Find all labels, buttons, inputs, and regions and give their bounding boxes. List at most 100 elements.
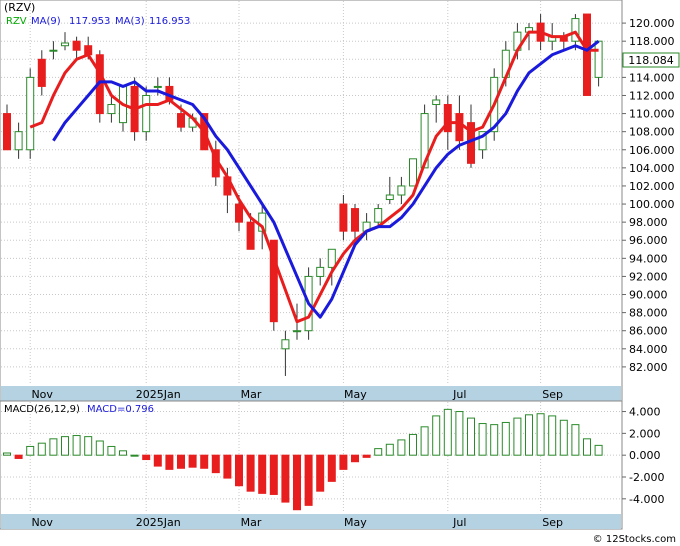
macd-bar-positive	[72, 435, 81, 456]
macd-y-ticks: -4.000 -2.000 0.000 2.000 4.000	[622, 406, 664, 506]
macd-bar-positive	[49, 438, 58, 456]
price-x-tick-label: May	[344, 388, 367, 401]
macd-bar-negative	[304, 454, 313, 506]
macd-bar-positive	[61, 436, 69, 456]
macd-bar-positive	[525, 414, 533, 456]
candle-down	[246, 221, 255, 250]
macd-bar-negative	[142, 454, 151, 461]
macd-legend-label: MACD(26,12,9)	[4, 404, 80, 415]
legend-ma3-value: 116.953	[149, 16, 190, 27]
candle-up	[281, 339, 290, 350]
price-y-tick-label: 98.000	[629, 216, 668, 229]
macd-bar-negative	[351, 454, 359, 463]
price-y-tick-label: 82.000	[629, 361, 668, 374]
price-x-tick-label: Sep	[542, 388, 563, 401]
price-y-tick-label: 118.000	[629, 35, 675, 48]
macd-bar-positive	[37, 442, 46, 456]
macd-y-tick-label: -2.000	[629, 471, 664, 484]
macd-bar-negative	[316, 454, 325, 492]
price-y-tick-label: 96.000	[629, 234, 668, 247]
macd-bar-positive	[443, 408, 452, 456]
price-y-tick-label: 100.000	[629, 198, 675, 211]
last-price-tag: 118.084	[628, 54, 674, 67]
macd-y-tick-label: -4.000	[629, 493, 664, 506]
legend-ma9-label: MA(9)	[31, 16, 61, 27]
macd-bar-positive	[490, 424, 499, 456]
price-y-tick-label: 88.000	[629, 307, 668, 320]
price-x-axis-band	[1, 386, 621, 401]
macd-bar-negative	[246, 454, 255, 492]
macd-bar-negative	[153, 454, 162, 467]
price-y-tick-label: 114.000	[629, 71, 675, 84]
watermark: © 12Stocks.com	[593, 534, 676, 545]
symbol-title: (RZV)	[4, 1, 35, 14]
macd-bar-positive	[583, 438, 591, 456]
macd-bar-positive	[130, 454, 139, 457]
macd-bar-positive	[536, 413, 545, 456]
price-y-tick-label: 104.000	[629, 162, 675, 175]
price-candles	[3, 13, 603, 376]
macd-bar-positive	[107, 445, 116, 456]
candle-up	[49, 49, 58, 52]
candle-down	[269, 239, 278, 323]
macd-bar-positive	[455, 411, 464, 456]
macd-bar-positive	[26, 445, 35, 456]
price-y-ticks: 82.000 84.000 86.000 88.000 90.000 92.000 94.0…	[622, 17, 675, 374]
price-y-tick-label: 86.000	[629, 325, 668, 338]
candle-down	[455, 113, 464, 142]
macd-bar-negative	[200, 454, 209, 469]
candle-up	[397, 185, 406, 196]
candle-down	[339, 203, 348, 232]
macd-bar-negative	[258, 454, 267, 494]
price-y-tick-label: 90.000	[629, 289, 668, 302]
candle-up	[432, 99, 441, 106]
macd-x-axis-band	[1, 514, 621, 529]
legend-ma9-value: 117.953	[69, 16, 110, 27]
price-y-tick-label: 102.000	[629, 180, 675, 193]
macd-x-tick-label: Mar	[241, 516, 262, 529]
candle-up	[142, 94, 151, 133]
legend-ma3-label: MA(3)	[115, 16, 145, 27]
macd-bar-positive	[95, 440, 104, 456]
candle-up	[478, 131, 487, 151]
price-y-tick-label: 92.000	[629, 270, 668, 283]
candle-up	[327, 248, 336, 268]
macd-bar-positive	[594, 444, 603, 456]
candle-down	[583, 13, 591, 96]
macd-bar-negative	[165, 454, 174, 470]
macd-bar-positive	[385, 443, 394, 456]
macd-x-tick-label: Jul	[452, 516, 466, 529]
macd-bar-positive	[432, 415, 441, 456]
price-x-ticks: Nov 2025Jan Mar May Jul Sep	[31, 388, 563, 401]
candle-up	[293, 330, 301, 333]
legend-price-series: RZV	[6, 16, 27, 27]
macd-y-tick-label: 2.000	[629, 427, 661, 440]
macd-bar-negative	[281, 454, 290, 503]
price-y-tick-label: 84.000	[629, 343, 668, 356]
macd-bar-negative	[269, 454, 278, 495]
macd-bar-negative	[188, 454, 197, 468]
macd-bar-positive	[478, 423, 487, 456]
macd-x-ticks: Nov 2025Jan Mar May Jul Sep	[31, 516, 563, 529]
last-price-tag-bg	[622, 52, 680, 68]
candle-down	[443, 104, 452, 133]
candle-down	[37, 58, 46, 87]
candle-down	[3, 113, 11, 151]
price-y-tick-label: 94.000	[629, 252, 668, 265]
macd-bar-positive	[409, 433, 417, 456]
macd-bars	[3, 408, 603, 511]
candle-up	[420, 113, 429, 169]
macd-bar-negative	[177, 454, 185, 469]
macd-x-tick-label: Sep	[542, 516, 563, 529]
candle-down	[72, 40, 81, 51]
candle-up	[571, 18, 580, 42]
macd-bar-negative	[14, 454, 23, 459]
macd-x-tick-label: Nov	[31, 516, 53, 529]
macd-bar-positive	[397, 439, 406, 456]
macd-bar-negative	[339, 454, 348, 470]
price-y-tick-label: 120.000	[629, 17, 675, 30]
candle-up	[61, 42, 69, 47]
candle-up	[594, 40, 603, 78]
ma-line-ma9	[52, 40, 600, 319]
candle-down	[351, 208, 359, 232]
